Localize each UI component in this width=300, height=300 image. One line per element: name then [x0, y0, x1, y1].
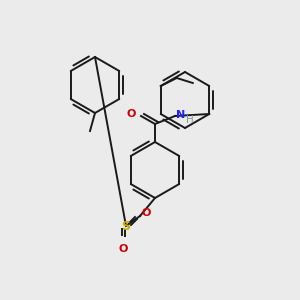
Text: O: O	[118, 244, 128, 254]
Text: O: O	[141, 208, 150, 218]
Text: N: N	[176, 110, 185, 120]
Text: S: S	[122, 220, 130, 232]
Text: H: H	[186, 115, 194, 125]
Text: O: O	[127, 109, 136, 119]
